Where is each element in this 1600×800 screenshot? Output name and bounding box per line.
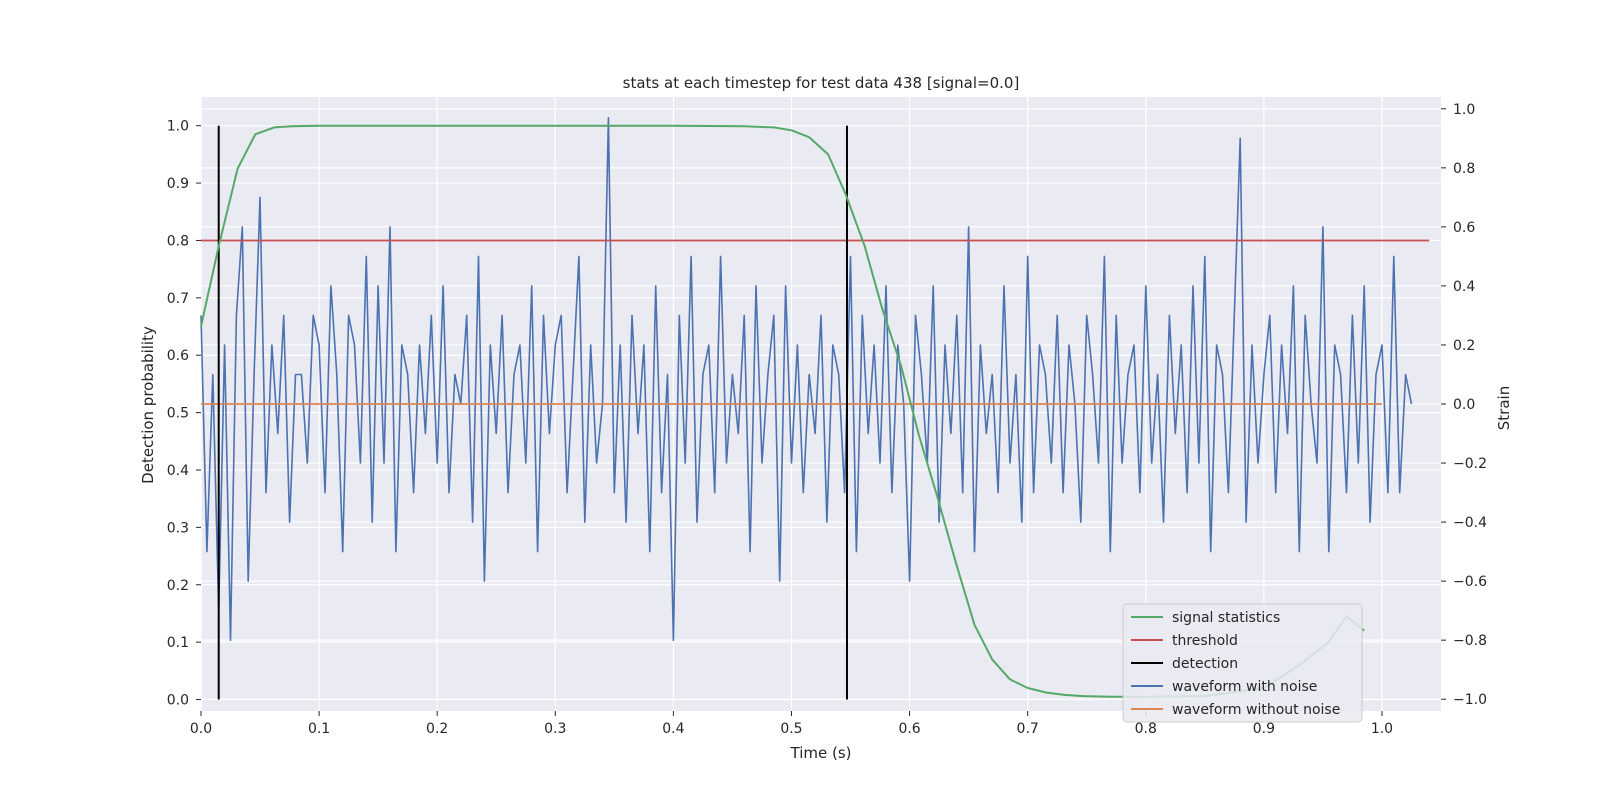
y-tick-label: 0.9 [167, 176, 189, 192]
chart-title: stats at each timestep for test data 438… [623, 74, 1020, 92]
y2-tick-label: −0.4 [1453, 515, 1487, 531]
y2-axis-title: Strain [1495, 386, 1513, 430]
legend-label-signal-statistics: signal statistics [1172, 610, 1280, 626]
y2-tick-label: −1.0 [1453, 692, 1487, 708]
x-tick-label: 0.9 [1253, 721, 1275, 737]
y2-tick-label: 0.2 [1453, 338, 1475, 354]
y2-tick-label: 0.8 [1453, 161, 1475, 177]
y2-tick-label: −0.6 [1453, 574, 1487, 590]
y-tick-label: 0.3 [167, 520, 189, 536]
legend-label-waveform-without-noise: waveform without noise [1172, 702, 1340, 718]
y-tick-label: 0.8 [167, 233, 189, 249]
y2-tick-label: 0.6 [1453, 220, 1475, 236]
x-tick-label: 1.0 [1371, 721, 1393, 737]
legend-item-waveform-without-noise: waveform without noise [1131, 702, 1340, 718]
x-tick-label: 0.2 [426, 721, 448, 737]
y-tick-label: 0.2 [167, 578, 189, 594]
legend-label-detection: detection [1172, 656, 1238, 672]
y-tick-label: 1.0 [167, 119, 189, 135]
legend-box [1122, 603, 1363, 723]
y-tick-label: 0.0 [167, 693, 189, 709]
x-tick-label: 0.4 [662, 721, 684, 737]
x-tick-label: 0.6 [898, 721, 920, 737]
series-layer [200, 116, 1430, 700]
y-tick-label: 0.5 [167, 406, 189, 422]
series-waveform-with-noise [200, 116, 1413, 642]
y2-tick-label: −0.2 [1453, 456, 1487, 472]
legend-label-threshold: threshold [1172, 633, 1238, 649]
y-tick-label: 0.6 [167, 348, 189, 364]
x-axis-title: Time (s) [790, 744, 852, 762]
legend-item-waveform-with-noise: waveform with noise [1131, 679, 1317, 695]
x-tick-label: 0.0 [190, 721, 212, 737]
y2-tick-label: 0.0 [1453, 397, 1475, 413]
y-tick-label: 0.1 [167, 635, 189, 651]
legend-label-waveform-with-noise: waveform with noise [1172, 679, 1317, 695]
x-tick-label: 0.1 [308, 721, 330, 737]
x-tick-label: 0.7 [1017, 721, 1039, 737]
legend-item-threshold: threshold [1131, 633, 1238, 649]
x-tick-label: 0.8 [1135, 721, 1157, 737]
y2-tick-label: 0.4 [1453, 279, 1475, 295]
y2-tick-label: 1.0 [1453, 102, 1475, 118]
y-tick-label: 0.7 [167, 291, 189, 307]
x-tick-label: 0.3 [544, 721, 566, 737]
legend-item-signal-statistics: signal statistics [1131, 610, 1280, 626]
y-axis-title: Detection probability [139, 326, 157, 484]
x-tick-label: 0.5 [780, 721, 802, 737]
y2-tick-label: −0.8 [1453, 633, 1487, 649]
y-tick-label: 0.4 [167, 463, 189, 479]
legend-item-detection: detection [1131, 656, 1238, 672]
legend: signal statistics threshold detection wa… [1122, 603, 1363, 723]
axes-layer: 0.0 0.1 0.2 0.3 0.4 0.5 0.6 0.7 0.8 0.9 1.0 0.0 0.1 0… [167, 102, 1487, 737]
